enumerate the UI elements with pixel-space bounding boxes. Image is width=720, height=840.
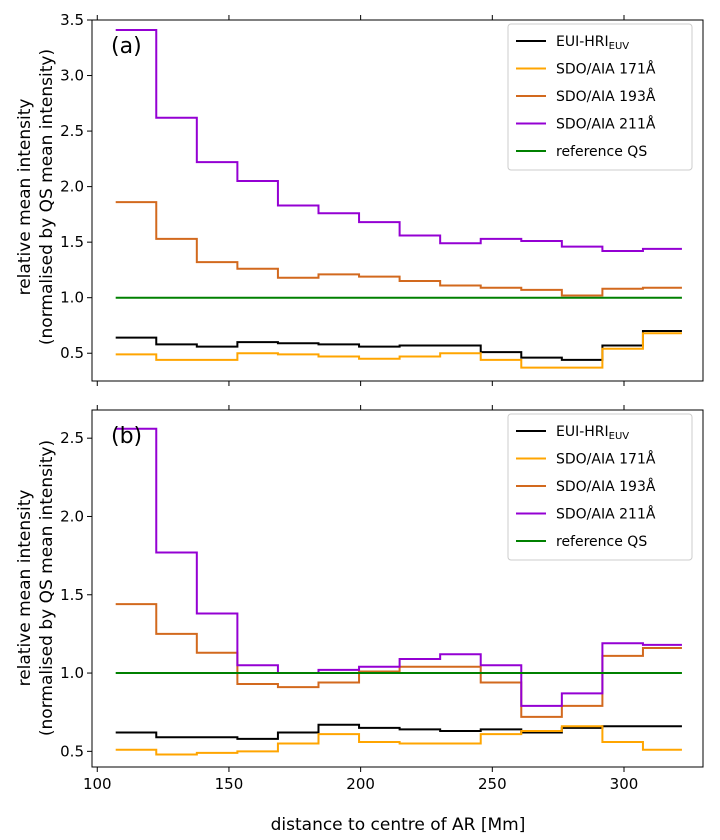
x-tick-label: 100 [83,775,112,793]
panel-a-series-sdo-aia-193- [115,201,682,297]
legend-box [507,413,693,561]
panel-a-ylabel-line1: relative mean intensity [15,99,35,296]
panel-a-series-sdo-aia-211- [115,29,682,253]
legend-label: SDO/AIA 193Å [556,88,656,105]
legend-label-subscript: EUV [609,431,630,442]
panel-a-ytick-label: 0.5 [60,344,84,362]
panel-a-series-sdo-aia-171- [115,332,682,369]
panel-b-series-sdo-aia-171- [115,725,682,756]
panel-a-ylabel-line2: (normalised by QS mean intensity) [37,49,57,345]
panel-b-frame [91,409,704,768]
legend-label: reference QS [556,144,647,160]
panel-b-series-sdo-aia-211- [115,427,682,707]
panel-a-frame [91,19,704,382]
panel-a-ytick-label: 3.5 [60,11,84,29]
x-tick-label: 200 [346,775,375,793]
panel-a-ytick-label: 3.0 [60,67,84,85]
legend-label: SDO/AIA 171Å [556,61,656,78]
panel-b-label: (b) [111,424,142,449]
legend-label: SDO/AIA 171Å [556,451,656,468]
panel-b-ylabel-line1: relative mean intensity [15,490,35,687]
panel-a: 0.51.01.52.02.53.03.5(a) EUI-HRIEUVSDO/AI… [60,11,704,386]
legend-box [507,23,693,171]
panel-b-ytick-label: 1.0 [60,664,84,682]
panel-b-ytick-label: 2.0 [60,507,84,525]
panel-b-series-sdo-aia-193- [115,603,682,718]
panel-b-ytick-label: 1.5 [60,586,84,604]
panel-b-ytick-label: 2.5 [60,429,84,447]
panel-b-ytick-label: 0.5 [60,742,84,760]
x-tick-label: 150 [215,775,244,793]
x-tick-label: 300 [610,775,639,793]
panel-a-ytick-label: 2.5 [60,122,84,140]
legend-label: SDO/AIA 211Å [556,506,656,523]
legend-label: reference QS [556,534,647,550]
panel-a-ytick-label: 1.5 [60,233,84,251]
legend-label: SDO/AIA 193Å [556,478,656,495]
legend-label: SDO/AIA 211Å [556,116,656,133]
panel-a-ytick-label: 2.0 [60,178,84,196]
panel-a-label: (a) [111,34,142,59]
x-axis-label: distance to centre of AR [Mm] [271,815,526,835]
panel-a-series-eui-hri-euv [115,330,682,361]
panel-b-ylabel-line2: (normalised by QS mean intensity) [37,440,57,736]
x-tick-label: 250 [478,775,507,793]
panel-a-ytick-label: 1.0 [60,289,84,307]
legend-label-subscript: EUV [609,41,630,52]
